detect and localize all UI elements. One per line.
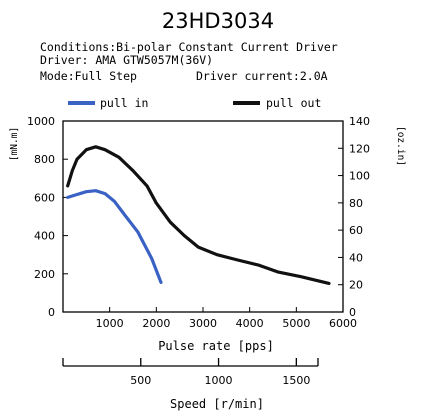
y-left-tick-label: 800	[34, 153, 55, 166]
speed-axis-label: Speed [r/min]	[170, 397, 264, 411]
speed-tick-label: 1500	[282, 374, 310, 387]
y-left-tick-label: 0	[48, 306, 55, 319]
x-tick-label: 2000	[142, 317, 170, 330]
pull-in-curve	[66, 189, 163, 284]
x-tick-label: 4000	[236, 317, 264, 330]
conditions-line-2: Driver: AMA GTW5057M(36V)	[40, 53, 213, 67]
chart-title: 23HD3034	[162, 9, 274, 33]
y-right-tick-label: 120	[349, 142, 370, 155]
x-tick-label: 5000	[282, 317, 310, 330]
y-right-tick-label: 80	[349, 197, 363, 210]
conditions-line-1: Conditions:Bi-polar Constant Current Dri…	[40, 40, 338, 54]
x-tick-label: 3000	[189, 317, 217, 330]
y-right-tick-label: 60	[349, 224, 363, 237]
speed-tick-label: 1000	[205, 374, 233, 387]
y-left-tick-label: 1000	[27, 115, 55, 128]
legend-pull-out-label: pull out	[266, 96, 321, 110]
driver-current-label: Driver current:2.0A	[196, 69, 328, 83]
y-right-tick-label: 40	[349, 251, 363, 264]
y-right-tick-label: 20	[349, 279, 363, 292]
y-right-unit: [oz.in]	[395, 126, 406, 166]
speed-tick-label: 500	[130, 374, 151, 387]
y-left-tick-label: 600	[34, 191, 55, 204]
x-tick-label: 1000	[96, 317, 124, 330]
y-right-tick-label: 140	[349, 115, 370, 128]
y-left-tick-label: 400	[34, 230, 55, 243]
mode-label: Mode:Full Step	[40, 69, 137, 83]
pull-out-curve	[66, 145, 331, 285]
legend-pull-in-label: pull in	[100, 96, 148, 110]
y-right-tick-label: 0	[349, 306, 356, 319]
x-axis-label: Pulse rate [pps]	[158, 339, 274, 353]
y-left-unit: [mN.m]	[9, 127, 20, 161]
y-left-tick-label: 200	[34, 268, 55, 281]
x-tick-label: 6000	[329, 317, 357, 330]
y-right-tick-label: 100	[349, 170, 370, 183]
